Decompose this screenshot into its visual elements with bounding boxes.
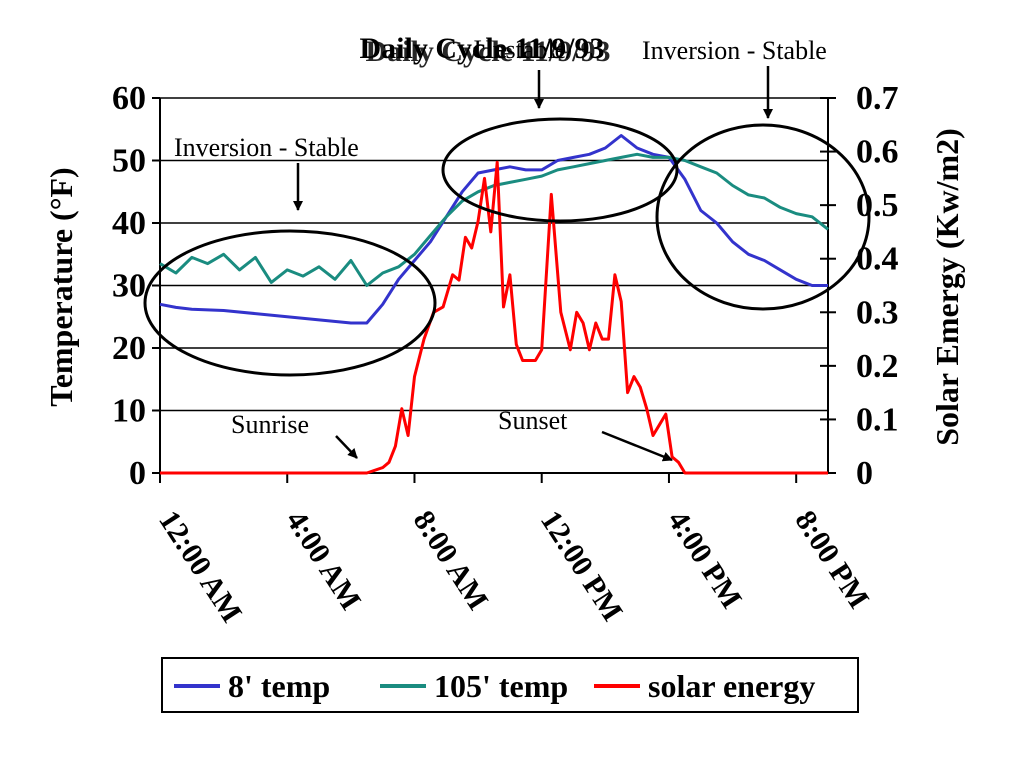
x-tick-label: 12:00 PM [534,505,629,627]
y-tick-label: 20 [112,330,146,367]
x-tick-label: 4:00 AM [279,505,367,616]
x-tick-label: 8:00 PM [788,505,875,615]
y-axis-ticks: 0 10 20 30 40 50 60 [112,80,160,492]
series-lines [159,134,829,475]
legend-label: 8' temp [228,668,330,704]
x-axis-ticks: 12:00 AM 4:00 AM 8:00 AM 12:00 PM 4:00 PM 8:0… [152,473,875,628]
y2-axis-title: Solar Emergy (Kw/m2) [929,128,965,446]
x-tick-label: 4:00 PM [661,505,748,615]
series-line-solar-energy [160,160,828,475]
y-tick-label: 10 [112,393,146,430]
inversion-right-ellipse [655,123,871,311]
y-axis-title: Temperature (°F) [43,167,79,406]
unstable-ellipse [441,117,679,223]
arrow-sunset [601,430,673,462]
annotation-inversion-left: Inversion - Stable [174,133,359,162]
y-tick-label: 50 [112,143,146,180]
x-tick-label: 8:00 AM [407,505,495,616]
annotation-inversion-right: Inversion - Stable [642,36,827,65]
y2-tick-label: 0.1 [856,401,899,438]
legend-label: solar energy [648,668,815,704]
annotation-unstable: Unstable [474,35,566,64]
annotation-sunrise: Sunrise [231,410,309,439]
y2-tick-label: 0.2 [856,348,899,385]
y2-tick-label: 0.7 [856,80,899,117]
chart-title-overlay: Daily Cycle 11/9/93 [366,35,611,68]
y2-tick-label: 0.6 [856,134,899,171]
annotation-sunset: Sunset [498,406,568,435]
inversion-left-ellipse [143,229,437,377]
y2-tick-label: 0.3 [856,294,899,331]
y-tick-label: 40 [112,205,146,242]
y2-tick-label: 0.5 [856,187,899,224]
series-line-105-temp [159,152,829,287]
arrow-sunrise [335,435,358,459]
y-tick-label: 0 [129,455,146,492]
y-tick-label: 60 [112,80,146,117]
y-tick-label: 30 [112,268,146,305]
y2-tick-label: 0 [856,455,873,492]
legend-box [161,657,859,713]
chart-title: Daily Cycle 11/9/93 [360,32,605,65]
legend: 8' temp 105' temp solar energy [161,657,859,713]
x-tick-label: 12:00 AM [152,505,248,629]
series-line-8-temp [159,134,828,325]
legend-label: 105' temp [434,668,568,704]
